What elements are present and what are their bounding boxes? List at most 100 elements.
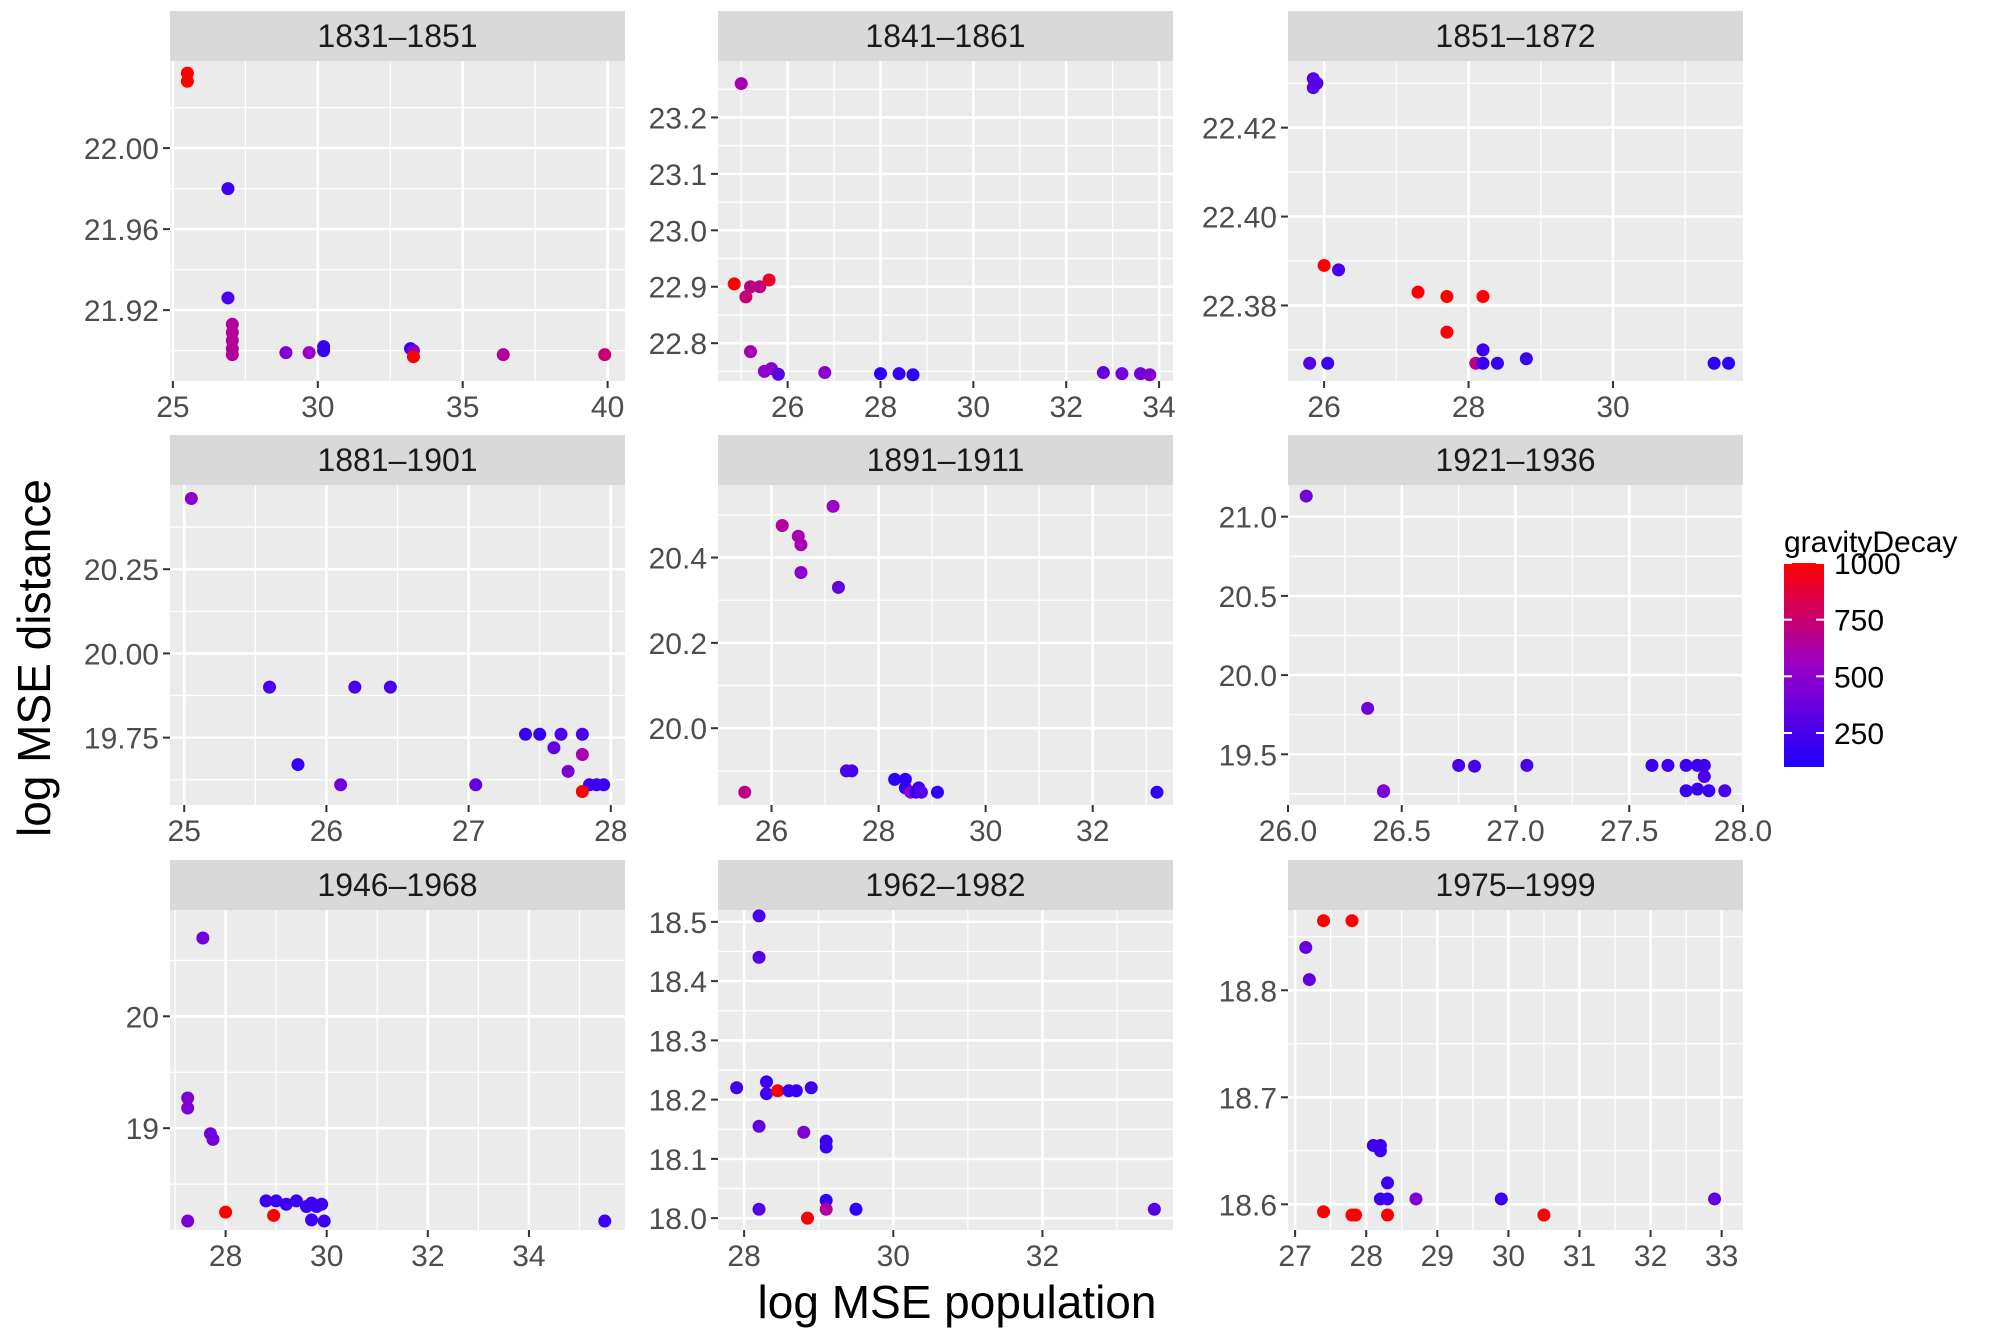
facet-strip-label: 1962–1982 — [865, 867, 1025, 903]
legend-break-label: 250 — [1834, 718, 1884, 751]
y-tick-label: 22.38 — [1202, 290, 1277, 323]
data-point — [267, 1208, 281, 1222]
data-point — [518, 727, 532, 741]
facet-strip — [170, 11, 625, 61]
y-tick-label: 23.0 — [649, 215, 707, 248]
y-tick-label: 20.00 — [84, 638, 159, 671]
x-tick-label: 27.5 — [1600, 815, 1658, 848]
data-point — [1303, 356, 1317, 370]
legend-break-label: 1000 — [1834, 548, 1901, 581]
data-point — [1645, 758, 1659, 772]
color-legend: gravityDecay 250 500 750 1000 — [1784, 526, 1957, 767]
x-tick-label: 35 — [446, 391, 479, 424]
data-point — [181, 1214, 195, 1228]
facet-strip — [170, 435, 625, 485]
data-point — [819, 1134, 833, 1148]
x-tick-label: 40 — [591, 391, 624, 424]
data-point — [219, 1205, 233, 1219]
data-point — [753, 280, 767, 294]
facet-strip-label: 1831–1851 — [317, 18, 477, 54]
x-tick-label: 27 — [1278, 1240, 1311, 1273]
data-point — [874, 367, 887, 381]
data-point — [575, 747, 589, 761]
x-tick-label: 30 — [877, 1240, 910, 1273]
facet-panel: 1921–1936 26.0 26.5 27.0 27.5 28.0 19.5 20.0 20.… — [1219, 435, 1772, 848]
x-tick-label: 34 — [1142, 391, 1175, 424]
data-point — [752, 1119, 766, 1133]
y-tick-label: 21.0 — [1219, 502, 1277, 535]
data-point — [317, 1214, 331, 1228]
data-point — [801, 1211, 815, 1225]
x-tick-label: 32 — [1026, 1240, 1059, 1273]
data-point — [797, 1125, 811, 1139]
data-point — [1317, 914, 1331, 928]
y-tick-label: 18.2 — [649, 1085, 707, 1118]
y-tick-label: 20.2 — [649, 628, 707, 661]
legend-break-label: 750 — [1834, 605, 1884, 638]
data-point — [744, 345, 757, 359]
data-point — [1468, 759, 1482, 773]
data-point — [752, 909, 766, 923]
data-point — [1377, 785, 1391, 799]
y-tick-label: 20.0 — [649, 713, 707, 746]
data-point — [738, 785, 752, 799]
data-point — [818, 366, 832, 380]
data-point — [1381, 1176, 1395, 1190]
legend-title: gravityDecay — [1784, 526, 1957, 559]
y-tick-label: 18.3 — [649, 1025, 707, 1058]
panel-background — [1288, 910, 1743, 1230]
data-point — [1150, 785, 1164, 799]
y-tick-label: 19 — [126, 1113, 159, 1146]
y-tick-label: 22.9 — [649, 272, 707, 305]
data-point — [906, 368, 920, 382]
data-point — [1490, 356, 1504, 370]
data-point — [1476, 290, 1490, 304]
y-tick-label: 23.2 — [649, 102, 707, 135]
x-tick-label: 28 — [209, 1240, 242, 1273]
data-point — [302, 346, 316, 360]
data-point — [196, 931, 210, 945]
panel-background — [1288, 61, 1743, 381]
data-point — [184, 491, 198, 505]
data-point — [762, 273, 776, 287]
y-tick-label: 18.1 — [649, 1144, 707, 1177]
legend-ticks: 250 500 750 1000 — [1784, 548, 1901, 751]
y-tick-label: 20.4 — [649, 543, 707, 576]
data-point — [1147, 1202, 1161, 1216]
data-point — [1679, 758, 1693, 772]
x-tick-label: 32 — [1634, 1240, 1667, 1273]
data-point — [317, 344, 331, 358]
data-point — [1519, 352, 1533, 366]
data-point — [1679, 784, 1693, 798]
data-point — [496, 348, 510, 362]
facet-strip-label: 1921–1936 — [1435, 442, 1595, 478]
data-point — [1707, 356, 1721, 370]
data-point — [1299, 489, 1313, 503]
data-point — [181, 1101, 195, 1115]
data-point — [269, 1194, 283, 1208]
x-tick-label: 33 — [1705, 1240, 1738, 1273]
facet-strip-label: 1946–1968 — [317, 867, 477, 903]
data-point — [849, 1202, 863, 1216]
facet-strip — [170, 860, 625, 910]
data-point — [1361, 701, 1375, 715]
y-tick-label: 18.4 — [649, 966, 707, 999]
data-point — [1537, 1208, 1551, 1222]
facet-panel: 1831–1851 25 30 35 40 21.92 21.96 22.00 — [84, 11, 625, 424]
facet-strip — [718, 435, 1173, 485]
data-point — [598, 348, 612, 362]
x-tick-label: 26 — [310, 815, 343, 848]
legend-break-label: 500 — [1834, 661, 1884, 694]
data-point — [315, 1197, 329, 1211]
data-point — [221, 291, 235, 305]
x-tick-label: 26 — [755, 815, 788, 848]
y-tick-label: 18.7 — [1219, 1082, 1277, 1115]
y-tick-label: 20.0 — [1219, 660, 1277, 693]
data-point — [1381, 1192, 1395, 1206]
facet-panel: 1975–1999 27 28 29 30 31 32 33 18.6 18.7 18.8 — [1219, 860, 1743, 1273]
data-point — [259, 1194, 273, 1208]
facet-panel: 1881–1901 25 26 27 28 19.75 20.00 20.25 — [84, 435, 627, 848]
data-point — [1349, 1208, 1363, 1222]
data-point — [930, 785, 944, 799]
